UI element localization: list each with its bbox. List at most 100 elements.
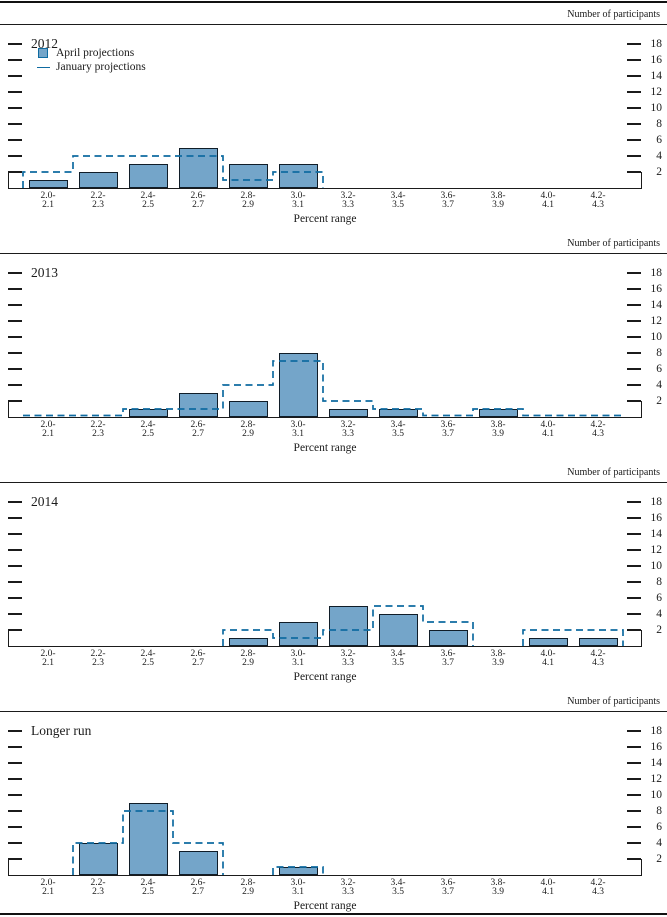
y-tick-right [627,597,641,599]
y-axis-title: Number of participants [567,696,660,707]
y-tick-left [8,533,22,535]
y-tick-right [627,842,641,844]
y-tick-left [8,336,22,338]
axis-end-cap-left [8,630,10,646]
x-tick-label: 3.8- 3.9 [490,648,506,669]
y-tick-label: 4 [656,149,662,162]
april-bar-3.4–3.5 [378,614,418,646]
y-tick-right [627,581,641,583]
y-tick-left [8,565,22,567]
april-bar-2.2–2.3 [78,843,118,875]
april-bar-3.2–3.3 [328,606,368,646]
y-tick-left [8,43,22,45]
x-tick-label: 2.6- 2.7 [190,648,206,669]
axis-end-cap-right [640,859,642,875]
april-bar-4.2–4.3 [578,638,618,646]
april-bar-2.0–2.1 [28,180,68,188]
y-tick-left [8,778,22,780]
y-tick-left [8,155,22,157]
y-tick-left [8,139,22,141]
x-tick-label: 3.4- 3.5 [390,648,406,669]
y-tick-right [627,613,641,615]
x-tick-label: 3.2- 3.3 [340,419,356,440]
april-bar-2.6–2.7 [178,393,218,417]
y-tick-left [8,123,22,125]
x-tick-label: 2.8- 2.9 [240,419,256,440]
y-tick-label: 6 [656,591,662,604]
y-tick-label: 14 [650,69,663,82]
x-axis-line [8,416,642,419]
y-tick-left [8,400,22,402]
axis-end-cap-left [8,401,10,417]
y-tick-left [8,810,22,812]
x-tick-label: 3.0- 3.1 [290,190,306,211]
april-bar-3.6–3.7 [428,630,468,646]
x-tick-label: 3.4- 3.5 [390,877,406,898]
y-tick-left [8,272,22,274]
y-axis-title: Number of participants [567,9,660,20]
plot-area-2014: 2 4 6 8 10 12 14 16 18 2.0- 2.1 2.2- 2.3 2.4- 2.5 2.6- 2… [0,461,667,690]
y-tick-left [8,730,22,732]
x-tick-label: 3.6- 3.7 [440,190,456,211]
axis-end-cap-right [640,630,642,646]
y-tick-right [627,384,641,386]
axis-end-cap-left [8,859,10,875]
x-axis-line [8,187,642,190]
x-tick-label: 2.8- 2.9 [240,190,256,211]
x-tick-label: 2.6- 2.7 [190,877,206,898]
axis-end-cap-left [8,172,10,188]
y-tick-left [8,581,22,583]
x-tick-label: 2.0- 2.1 [40,877,56,898]
y-tick-right [627,75,641,77]
x-tick-label: 3.6- 3.7 [440,419,456,440]
y-tick-left [8,794,22,796]
x-tick-label: 2.4- 2.5 [140,648,156,669]
x-tick-label: 4.0- 4.1 [540,648,556,669]
x-tick-label: 2.2- 2.3 [90,190,106,211]
april-bar-3.0–3.1 [278,164,318,188]
y-tick-right [627,858,641,860]
y-tick-right [627,123,641,125]
y-tick-left [8,746,22,748]
chart-panel-2014: Number of participants 2014 2 4 6 8 10 12 14 16… [0,461,667,690]
x-tick-label: 3.8- 3.9 [490,877,506,898]
y-tick-right [627,59,641,61]
y-tick-label: 14 [650,527,663,540]
y-tick-label: 6 [656,133,662,146]
y-tick-label: 4 [656,378,662,391]
x-tick-label: 3.2- 3.3 [340,877,356,898]
y-tick-label: 12 [650,85,663,98]
x-tick-label: 3.4- 3.5 [390,190,406,211]
y-tick-left [8,613,22,615]
x-tick-label: 2.4- 2.5 [140,419,156,440]
y-tick-right [627,171,641,173]
y-tick-right [627,565,641,567]
y-tick-right [627,155,641,157]
x-tick-label: 2.2- 2.3 [90,877,106,898]
april-bar-2.2–2.3 [78,172,118,188]
y-tick-right [627,629,641,631]
y-tick-label: 14 [650,756,663,769]
x-axis-line [8,645,642,648]
x-tick-label: 4.2- 4.3 [590,877,606,898]
y-tick-label: 12 [650,314,663,327]
x-tick-label: 3.8- 3.9 [490,419,506,440]
x-tick-label: 3.0- 3.1 [290,648,306,669]
header-rule [0,24,667,26]
april-bar-2.8–2.9 [228,401,268,417]
panel-title-2014: 2014 [31,494,58,509]
y-tick-left [8,59,22,61]
legend-label-january: January projections [56,60,146,73]
x-tick-label: 2.4- 2.5 [140,190,156,211]
x-tick-label: 2.4- 2.5 [140,877,156,898]
y-tick-right [627,304,641,306]
april-bar-3.0–3.1 [278,353,318,417]
y-tick-right [627,368,641,370]
april-bar-3.8–3.9 [478,409,518,417]
x-tick-label: 4.2- 4.3 [590,190,606,211]
header-rule [0,482,667,484]
january-projections-dash-icon [37,66,50,69]
y-tick-label: 16 [650,740,663,753]
x-tick-label: 2.6- 2.7 [190,190,206,211]
